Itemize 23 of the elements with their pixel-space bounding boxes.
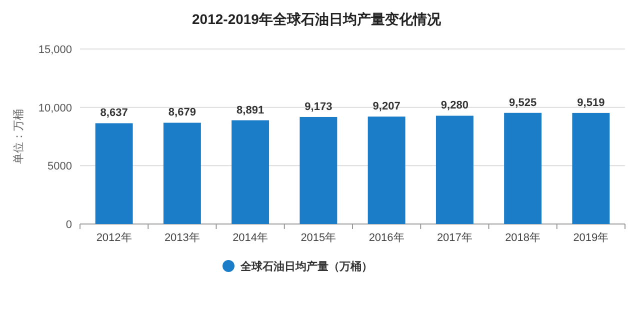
data-label: 9,519 — [577, 96, 605, 109]
x-tick-label: 2019年 — [573, 232, 609, 244]
x-tick-label: 2013年 — [164, 232, 200, 244]
x-tick-label: 2016年 — [368, 232, 404, 244]
y-tick-label: 15,000 — [38, 44, 72, 56]
y-tick-label: 10,000 — [38, 102, 72, 114]
x-tick-label: 2015年 — [300, 232, 336, 244]
data-label: 9,173 — [304, 100, 332, 113]
legend-label: 全球石油日均产量（万桶） — [240, 260, 372, 273]
x-tick-label: 2014年 — [232, 232, 268, 244]
data-label: 8,679 — [168, 106, 196, 119]
x-tick-label: 2018年 — [505, 232, 541, 244]
x-tick-label: 2017年 — [436, 232, 472, 244]
data-label: 8,637 — [100, 107, 128, 120]
chart-title: 2012-2019年全球石油日均产量变化情况 — [192, 11, 442, 27]
y-tick-label: 0 — [66, 219, 72, 231]
data-label: 9,525 — [509, 96, 537, 109]
data-label: 9,207 — [372, 100, 400, 113]
y-axis-title: 单位：万桶 — [12, 109, 25, 164]
data-label: 9,280 — [440, 100, 468, 112]
y-tick-label: 5000 — [48, 160, 72, 173]
x-tick-label: 2012年 — [96, 232, 132, 244]
data-label: 8,891 — [236, 104, 264, 116]
